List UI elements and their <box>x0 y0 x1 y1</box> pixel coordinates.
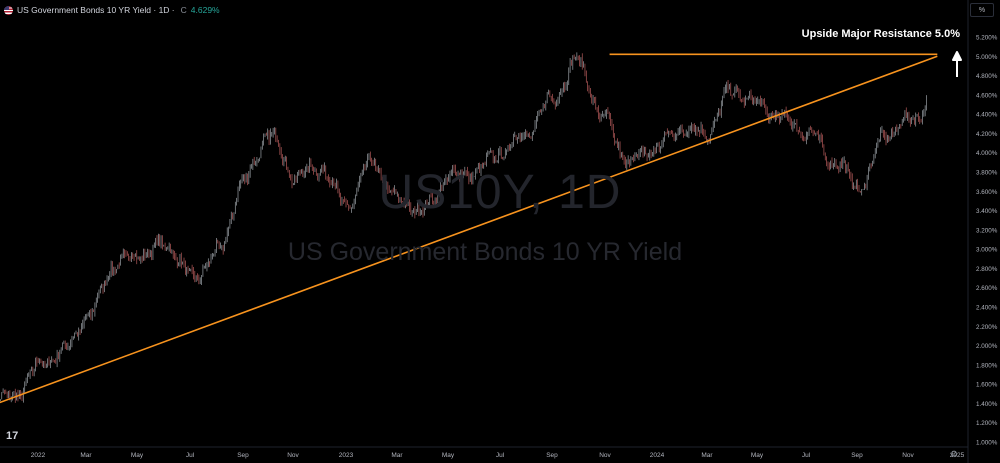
y-tick-label: 2.600% <box>976 285 998 292</box>
y-tick-label: 3.000% <box>976 247 998 254</box>
arrow-up-icon <box>952 51 962 77</box>
x-tick-label: Mar <box>80 452 92 459</box>
price-series <box>0 52 927 403</box>
y-tick-label: 2.000% <box>976 343 998 350</box>
y-tick-label: 3.400% <box>976 208 998 215</box>
y-tick-label: 1.400% <box>976 401 998 408</box>
x-tick-label: 2025 <box>950 452 965 459</box>
name-watermark: US Government Bonds 10 YR Yield <box>287 238 683 266</box>
x-tick-label: Sep <box>546 452 558 459</box>
x-tick-label: Sep <box>851 452 863 459</box>
resistance-annotation: Upside Major Resistance 5.0% <box>801 28 960 40</box>
y-tick-label: 2.800% <box>976 266 998 273</box>
close-label: C <box>180 5 187 15</box>
y-tick-label: 1.000% <box>976 440 998 447</box>
y-tick-label: 4.800% <box>976 73 998 80</box>
x-tick-label: May <box>442 452 455 459</box>
x-tick-label: Nov <box>599 452 611 459</box>
y-tick-label: 2.400% <box>976 305 998 312</box>
y-tick-label: 4.000% <box>976 150 998 157</box>
x-tick-label: Mar <box>391 452 403 459</box>
y-tick-label: 3.600% <box>976 189 998 196</box>
chart-header: US Government Bonds 10 YR Yield · 1D · C… <box>4 3 220 17</box>
y-tick-label: 1.800% <box>976 362 998 369</box>
y-tick-label: 3.200% <box>976 227 998 234</box>
x-tick-label: 2022 <box>31 452 46 459</box>
x-tick-label: May <box>751 452 764 459</box>
y-tick-label: 4.200% <box>976 131 998 138</box>
symbol-title[interactable]: US Government Bonds 10 YR Yield · 1D · <box>17 5 175 15</box>
x-tick-label: Jul <box>496 452 505 459</box>
x-tick-label: Nov <box>902 452 914 459</box>
percent-scale-button[interactable]: % <box>970 3 994 17</box>
y-tick-label: 4.400% <box>976 112 998 119</box>
y-tick-label: 3.800% <box>976 170 998 177</box>
tradingview-logo[interactable]: 17 <box>6 430 19 442</box>
x-tick-label: 2023 <box>339 452 354 459</box>
gear-icon[interactable]: ⚙ <box>950 449 959 459</box>
y-tick-label: 5.200% <box>976 35 998 42</box>
y-tick-label: 4.600% <box>976 92 998 99</box>
x-tick-label: Jul <box>802 452 811 459</box>
us-flag-icon <box>4 5 13 15</box>
x-tick-label: Sep <box>237 452 249 459</box>
y-tick-label: 1.600% <box>976 382 998 389</box>
x-tick-label: Mar <box>701 452 713 459</box>
x-tick-label: Jul <box>186 452 195 459</box>
y-tick-label: 2.200% <box>976 324 998 331</box>
x-tick-label: 2024 <box>650 452 665 459</box>
y-tick-label: 1.200% <box>976 420 998 427</box>
symbol-watermark: US10Y, 1D <box>378 166 622 219</box>
close-value: 4.629% <box>190 5 220 15</box>
x-tick-label: Nov <box>287 452 299 459</box>
rising-support-line <box>0 55 938 404</box>
x-tick-label: May <box>131 452 144 459</box>
y-tick-label: 5.000% <box>976 54 998 61</box>
